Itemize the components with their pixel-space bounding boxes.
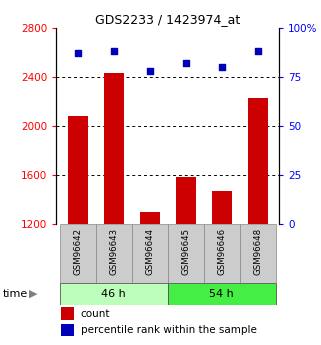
Text: GSM96645: GSM96645 [181,228,190,275]
Text: percentile rank within the sample: percentile rank within the sample [81,325,256,335]
Text: GSM96643: GSM96643 [109,228,118,275]
Text: count: count [81,309,110,319]
Text: GSM96646: GSM96646 [217,228,226,275]
Title: GDS2233 / 1423974_at: GDS2233 / 1423974_at [95,13,240,27]
Bar [212,191,231,224]
Point [183,60,188,66]
Bar [61,324,74,336]
Bar [60,224,96,283]
Point [111,48,116,54]
Bar [132,224,168,283]
Text: GSM96644: GSM96644 [145,228,154,275]
Text: time: time [3,289,29,299]
Bar [61,307,74,320]
Text: 46 h: 46 h [101,289,126,299]
Text: 54 h: 54 h [209,289,234,299]
Bar [176,177,195,224]
Point [147,68,152,73]
Bar [68,116,88,224]
Point [219,64,224,70]
Bar [60,283,168,305]
Point [75,50,80,56]
Bar [240,224,276,283]
Bar [96,224,132,283]
Text: ▶: ▶ [30,289,38,299]
Bar [248,98,268,224]
Bar [104,73,124,224]
Bar [168,283,276,305]
Bar [168,224,204,283]
Bar [140,212,160,224]
Bar [204,224,240,283]
Text: GSM96648: GSM96648 [253,228,262,275]
Point [255,48,260,54]
Text: GSM96642: GSM96642 [73,228,82,275]
